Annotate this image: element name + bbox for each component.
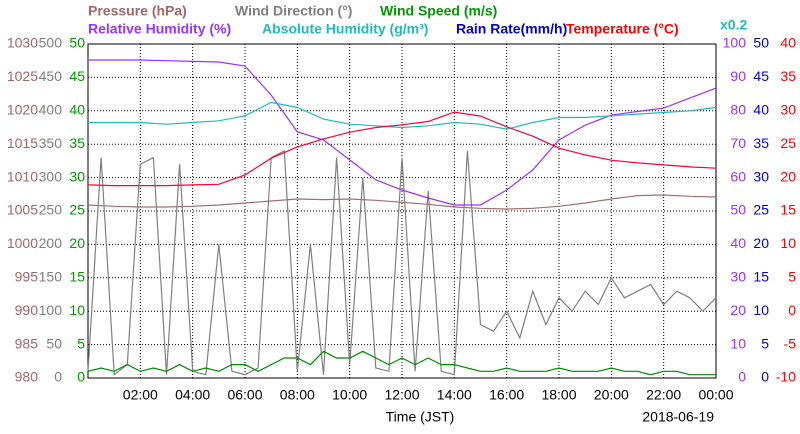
y-tick-label: 30	[780, 102, 796, 118]
y-tick-label: 150	[39, 269, 63, 285]
x-tick-label: 20:00	[594, 387, 629, 403]
y-tick-label: 35	[69, 135, 85, 151]
series-line	[88, 59, 717, 206]
x-axis-label: Time (JST)	[386, 409, 455, 425]
y-tick-label: 40	[753, 102, 769, 118]
series-line	[87, 350, 716, 376]
legend-label: Rain Rate(mm/h)	[456, 21, 567, 37]
x-tick-label: 02:00	[123, 387, 158, 403]
legend-label: Absolute Humidity (g/m³)	[262, 21, 428, 37]
y-tick-label: 350	[39, 135, 63, 151]
y-tick-label: 20	[69, 235, 85, 251]
y-tick-label: 400	[39, 102, 63, 118]
y-tick-label: 450	[39, 68, 63, 84]
y-tick-label: -5	[784, 335, 797, 351]
x-tick-label: 22:00	[646, 387, 681, 403]
series-line	[87, 111, 717, 187]
series-line	[88, 101, 717, 130]
y-tick-label: 15	[780, 202, 796, 218]
y-tick-label: 990	[15, 302, 39, 318]
y-tick-label: 25	[753, 202, 769, 218]
y-tick-label: 20	[753, 235, 769, 251]
x-tick-label: 10:00	[332, 387, 367, 403]
y-tick-label: 20	[780, 168, 796, 184]
y-tick-label: 50	[753, 35, 769, 51]
y-tick-label: 40	[69, 102, 85, 118]
y-tick-label: 5	[788, 269, 796, 285]
y-tick-label: 45	[753, 68, 769, 84]
y-tick-label: 300	[39, 168, 63, 184]
y-tick-label: 60	[730, 168, 746, 184]
series-line	[87, 194, 717, 210]
x-tick-label: 00:00	[698, 387, 733, 403]
scale-label: x0.2	[720, 17, 747, 33]
x-tick-label: 16:00	[489, 387, 524, 403]
y-tick-label: -10	[776, 369, 796, 385]
y-tick-label: 995	[15, 269, 39, 285]
legend-label: Wind Direction (°)	[235, 3, 352, 19]
y-tick-label: 1015	[7, 135, 38, 151]
x-tick-label: 12:00	[384, 387, 419, 403]
y-tick-label: 10	[730, 335, 746, 351]
date-label: 2018-06-19	[642, 409, 714, 425]
y-tick-label: 0	[761, 369, 769, 385]
y-tick-label: 1025	[7, 68, 38, 84]
y-tick-label: 30	[730, 269, 746, 285]
y-tick-label: 1000	[7, 235, 38, 251]
y-tick-label: 100	[39, 302, 63, 318]
y-tick-label: 50	[46, 335, 62, 351]
y-tick-label: 5	[761, 335, 769, 351]
legend-label: Pressure (hPa)	[88, 3, 187, 19]
y-tick-label: 45	[69, 68, 85, 84]
y-tick-label: 1010	[7, 168, 38, 184]
legend-label: Relative Humidity (%)	[88, 21, 231, 37]
y-tick-label: 80	[730, 102, 746, 118]
y-tick-label: 500	[39, 35, 63, 51]
y-tick-label: 50	[730, 202, 746, 218]
y-tick-label: 1020	[7, 102, 38, 118]
y-tick-label: 10	[753, 302, 769, 318]
y-tick-label: 100	[723, 35, 747, 51]
y-tick-label: 10	[69, 302, 85, 318]
y-tick-label: 980	[15, 369, 39, 385]
y-tick-label: 25	[69, 202, 85, 218]
y-tick-label: 90	[730, 68, 746, 84]
x-tick-label: 18:00	[541, 387, 576, 403]
y-tick-label: 0	[788, 302, 796, 318]
plot-frame	[87, 43, 717, 379]
y-tick-label: 0	[738, 369, 746, 385]
y-tick-label: 5	[77, 335, 85, 351]
y-tick-label: 1005	[7, 202, 38, 218]
y-tick-label: 20	[730, 302, 746, 318]
y-tick-label: 30	[753, 168, 769, 184]
y-tick-label: 10	[780, 235, 796, 251]
y-tick-label: 15	[753, 269, 769, 285]
x-tick-label: 14:00	[437, 387, 472, 403]
y-tick-label: 0	[77, 369, 85, 385]
x-tick-label: 04:00	[175, 387, 210, 403]
y-tick-label: 0	[54, 369, 62, 385]
y-tick-label: 35	[753, 135, 769, 151]
y-tick-label: 70	[730, 135, 746, 151]
x-tick-label: 06:00	[227, 387, 262, 403]
y-tick-label: 30	[69, 168, 85, 184]
y-tick-label: 15	[69, 269, 85, 285]
y-tick-label: 1030	[7, 35, 38, 51]
y-tick-label: 40	[780, 35, 796, 51]
y-tick-label: 25	[780, 135, 796, 151]
x-tick-label: 08:00	[280, 387, 315, 403]
y-tick-label: 250	[39, 202, 63, 218]
legend-label: Wind Speed (m/s)	[380, 3, 497, 19]
y-tick-label: 35	[780, 68, 796, 84]
y-tick-label: 40	[730, 235, 746, 251]
y-tick-label: 200	[39, 235, 63, 251]
y-tick-label: 50	[69, 35, 85, 51]
y-tick-label: 985	[15, 335, 39, 351]
legend-label: Temperature (°C)	[566, 21, 679, 37]
